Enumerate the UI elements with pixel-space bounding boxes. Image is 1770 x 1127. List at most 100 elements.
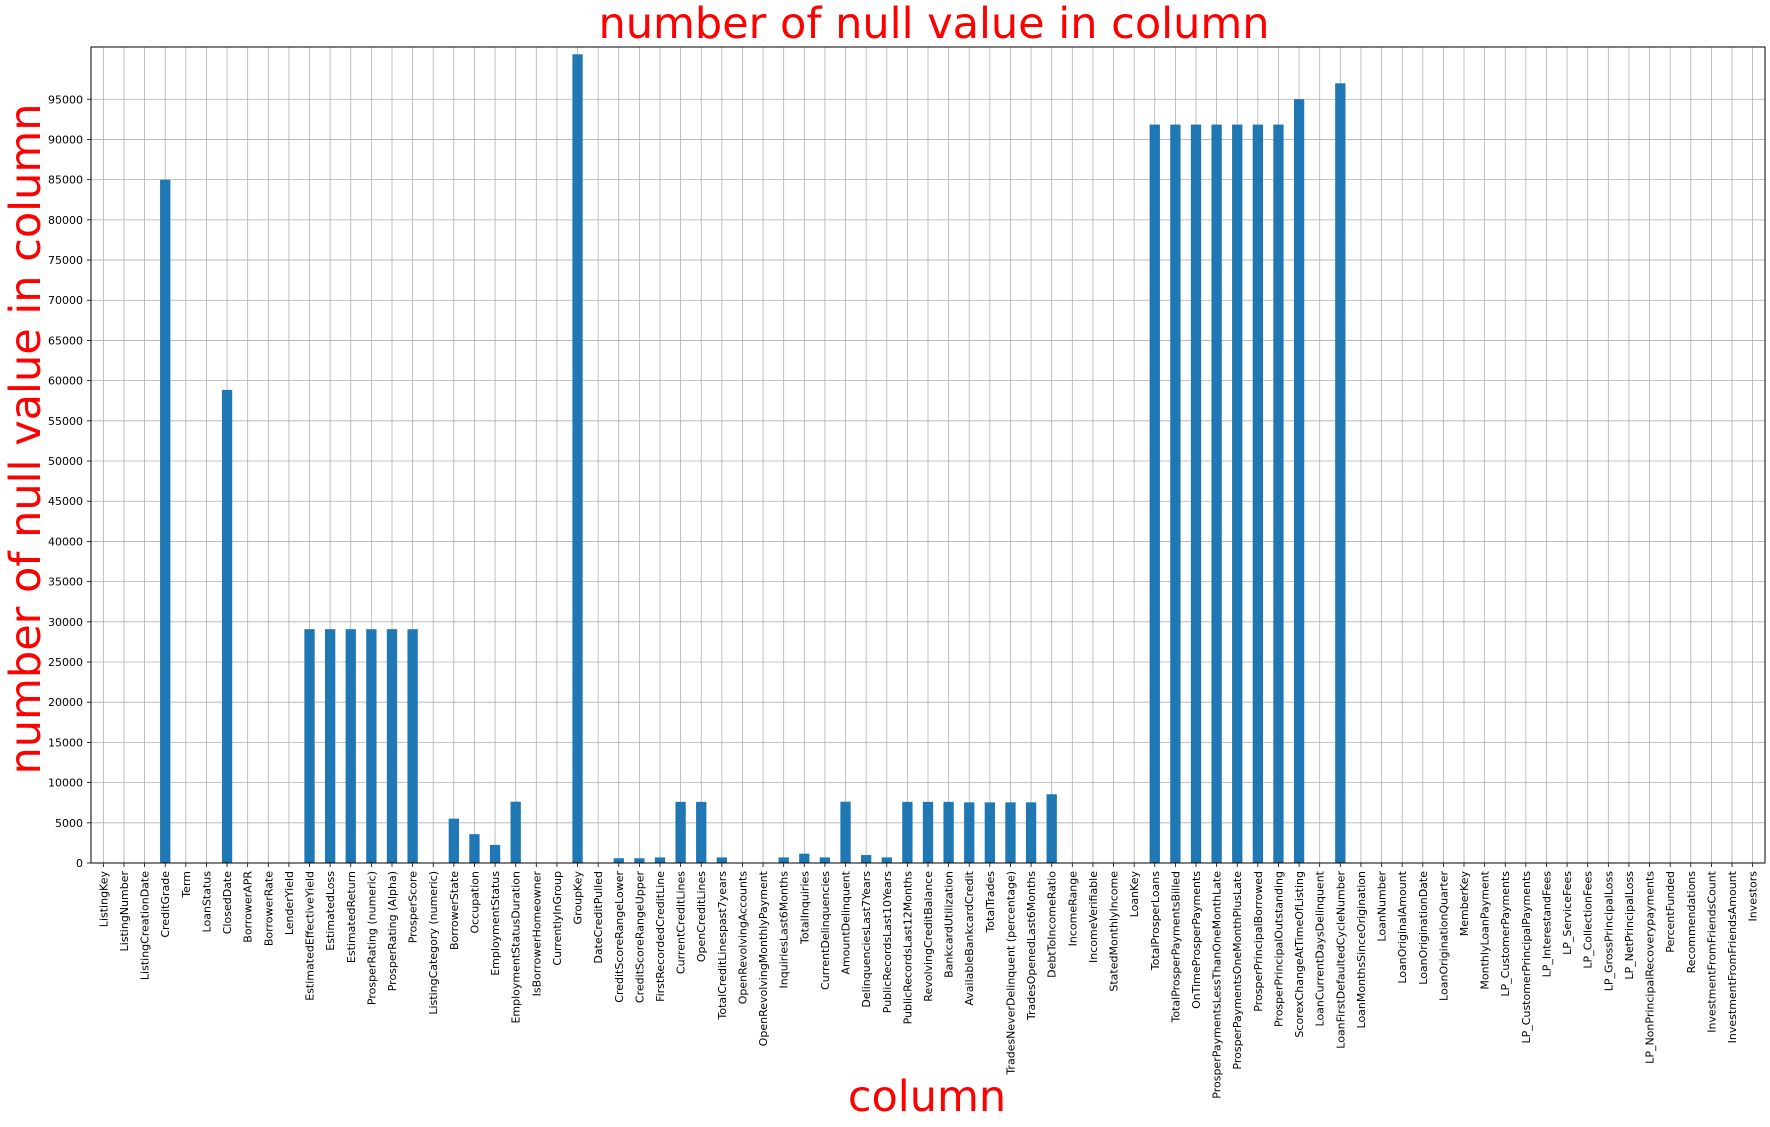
bar <box>304 629 315 863</box>
y-tick-label: 90000 <box>48 133 83 146</box>
x-tick-label: LoanOriginationDate <box>1417 871 1430 985</box>
y-tick-label: 70000 <box>48 294 83 307</box>
y-axis-ticks: 0 5000 10000 15000 20000 25000 30000 35000 40000… <box>48 93 91 870</box>
bar <box>964 802 975 863</box>
x-tick-label: ScorexChangeAtTimeOfListing <box>1293 871 1306 1038</box>
chart-title: number of null value in column <box>599 0 1270 49</box>
bar <box>675 801 686 863</box>
x-tick-label: EstimatedLoss <box>324 871 337 951</box>
y-tick-label: 40000 <box>48 535 83 548</box>
x-tick-label: LenderYield <box>283 871 296 935</box>
x-tick-label: Investors <box>1747 871 1760 922</box>
x-tick-label: DateCreditPulled <box>592 871 605 964</box>
bar <box>902 801 913 863</box>
y-tick-label: 75000 <box>48 254 83 267</box>
x-tick-label: ProsperPrincipalOutstanding <box>1272 871 1285 1027</box>
bar <box>160 179 171 863</box>
x-tick-label: CurrentDelinquencies <box>819 871 832 990</box>
bar <box>345 629 356 863</box>
x-tick-label: CurrentlyInGroup <box>551 871 564 966</box>
y-tick-label: 95000 <box>48 93 83 106</box>
y-axis-label: number of null value in column <box>1 104 51 775</box>
x-tick-label: DebtToIncomeRatio <box>1046 871 1059 978</box>
x-tick-label: ProsperPaymentsLessThanOneMonthLate <box>1211 871 1224 1099</box>
y-tick-label: 50000 <box>48 455 83 468</box>
y-tick-label: 65000 <box>48 334 83 347</box>
x-tick-label: LP_NonPrincipalRecoverypayments <box>1644 871 1657 1064</box>
x-tick-label: BankcardUtilization <box>943 871 956 978</box>
bar <box>1005 802 1016 863</box>
bar <box>1149 124 1160 864</box>
x-tick-label: ListingCategory (numeric) <box>427 871 440 1015</box>
bar <box>881 857 892 863</box>
bar <box>489 844 501 863</box>
bar <box>366 629 377 863</box>
bar <box>840 801 851 863</box>
x-tick-label: TotalInquiries <box>798 871 811 945</box>
x-tick-label: ProsperScore <box>407 871 420 943</box>
x-tick-label: PublicRecordsLast12Months <box>901 871 914 1025</box>
x-axis-label: column <box>848 1072 1006 1122</box>
x-tick-label: LoanNumber <box>1376 871 1389 942</box>
x-tick-label: LP_CustomerPayments <box>1499 871 1512 997</box>
x-tick-label: OpenCreditLines <box>695 871 708 962</box>
bar <box>386 629 398 863</box>
x-tick-label: BorrowerState <box>448 871 461 950</box>
y-tick-label: 15000 <box>48 736 83 749</box>
x-tick-label: InquiriesLast6Months <box>778 871 791 989</box>
y-tick-label: 10000 <box>48 777 83 790</box>
x-tick-label: Occupation <box>468 871 481 934</box>
bar <box>654 857 666 863</box>
bar <box>1025 802 1037 863</box>
y-tick-label: 5000 <box>55 817 83 830</box>
x-tick-label: TotalProsperPaymentsBilled <box>1169 871 1182 1024</box>
y-tick-label: 45000 <box>48 495 83 508</box>
bar <box>469 834 480 863</box>
x-tick-label: LP_CollectionFees <box>1582 871 1595 969</box>
x-tick-label: IsBorrowerHomeowner <box>530 871 543 997</box>
y-tick-label: 35000 <box>48 576 83 589</box>
bar <box>1170 124 1181 864</box>
x-tick-label: OnTimeProsperPayments <box>1190 871 1203 1009</box>
x-tick-label: Term <box>180 871 193 899</box>
bar <box>634 858 645 863</box>
bar <box>1252 124 1264 864</box>
x-tick-label: ProsperPaymentsOneMonthPlusLate <box>1231 871 1244 1070</box>
x-tick-label: LoanFirstDefaultedCycleNumber <box>1334 871 1347 1049</box>
bar <box>448 818 459 863</box>
y-tick-label: 60000 <box>48 375 83 388</box>
x-tick-label: IncomeRange <box>1066 871 1079 947</box>
x-tick-label: ProsperPrincipalBorrowed <box>1252 871 1265 1012</box>
x-tick-label: CreditGrade <box>159 871 172 938</box>
x-tick-label: FirstRecordedCreditLine <box>654 871 667 1002</box>
y-tick-label: 85000 <box>48 174 83 187</box>
y-tick-label: 25000 <box>48 656 83 669</box>
bars <box>160 54 1346 864</box>
x-tick-label: ListingCreationDate <box>139 871 152 980</box>
bar <box>324 629 336 863</box>
x-tick-label: EmploymentStatus <box>489 871 502 976</box>
x-tick-label: EstimatedReturn <box>345 871 358 963</box>
x-tick-label: CreditScoreRangeLower <box>613 871 626 1003</box>
x-tick-label: LP_GrossPrincipalLoss <box>1602 871 1615 992</box>
x-tick-label: LoanStatus <box>200 871 213 933</box>
y-tick-label: 0 <box>76 857 83 870</box>
x-tick-label: LoanKey <box>1128 871 1141 918</box>
y-tick-label: 55000 <box>48 415 83 428</box>
x-tick-label: StatedMonthlyIncome <box>1108 871 1121 992</box>
bar <box>510 801 521 863</box>
x-tick-label: ProsperRating (numeric) <box>365 871 378 1005</box>
bar <box>943 801 954 863</box>
x-tick-label: DelinquenciesLast7Years <box>860 871 873 1008</box>
bar <box>696 801 707 863</box>
x-tick-label: Recommendations <box>1685 871 1698 974</box>
x-tick-label: LP_NetPrincipalLoss <box>1623 871 1636 980</box>
x-tick-label: InvestmentFromFriendsAmount <box>1726 870 1739 1043</box>
x-axis-ticks: ListingKey ListingNumber ListingCreationDa… <box>97 863 1760 1099</box>
bar <box>716 857 727 863</box>
x-tick-label: InvestmentFromFriendsCount <box>1705 870 1718 1032</box>
x-tick-label: PublicRecordsLast10Years <box>881 871 894 1013</box>
x-tick-label: AvailableBankcardCredit <box>963 870 976 1005</box>
plot-area-frame <box>90 46 1766 864</box>
